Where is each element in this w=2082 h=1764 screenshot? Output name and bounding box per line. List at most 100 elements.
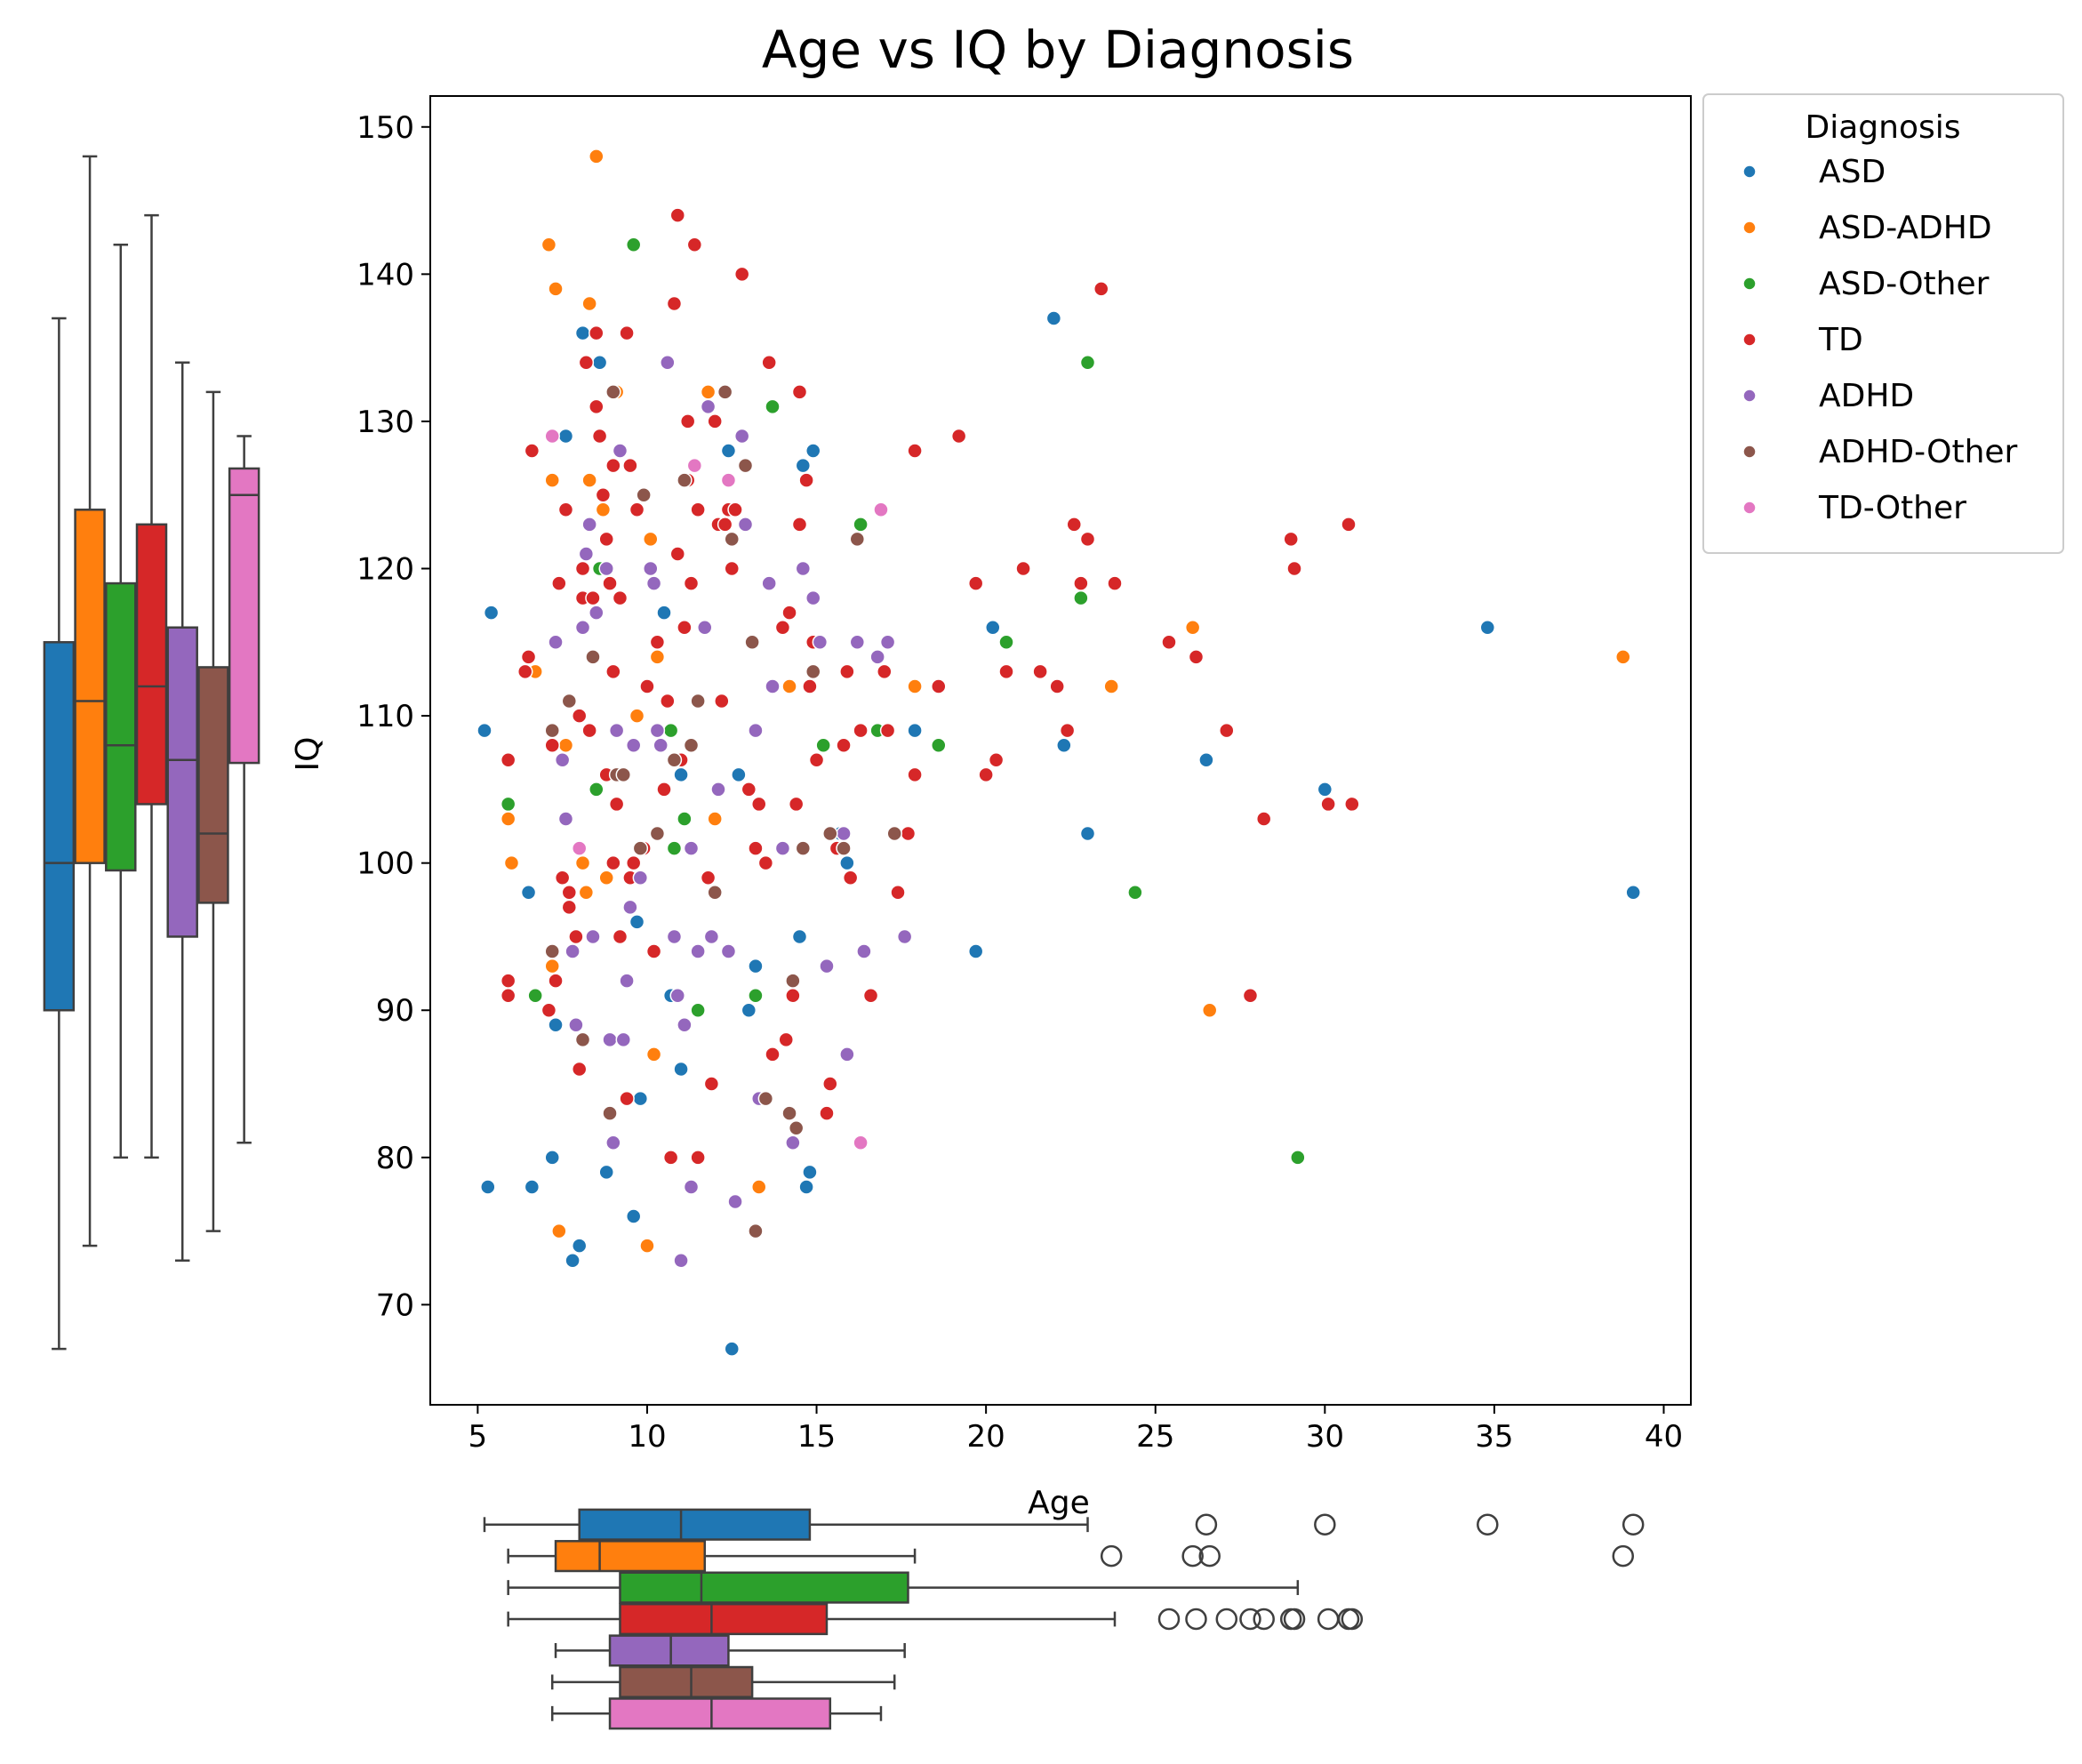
scatter-point — [595, 501, 612, 518]
scatter-point — [483, 605, 500, 621]
scatter-point — [551, 1223, 567, 1239]
scatter-point — [1079, 354, 1096, 371]
scatter-point — [765, 1046, 781, 1062]
scatter-point — [907, 722, 923, 739]
scatter-point — [612, 589, 629, 606]
scatter-point — [748, 987, 764, 1004]
scatter-point — [1615, 649, 1631, 665]
scatter-point — [700, 398, 717, 415]
scatter-point — [765, 398, 781, 415]
scatter-point — [643, 531, 659, 548]
x-tick-label: 30 — [1306, 1419, 1344, 1455]
scatter-point — [1286, 560, 1302, 577]
marginal-y-boxplot — [43, 155, 260, 1351]
scatter-point — [1056, 737, 1072, 753]
scatter-point — [717, 384, 733, 400]
scatter-point — [761, 354, 777, 371]
scatter-point — [815, 737, 831, 753]
x-tick-label: 5 — [468, 1419, 488, 1455]
scatter-point — [480, 1179, 496, 1195]
scatter-point — [666, 295, 683, 312]
scatter-point — [598, 531, 614, 548]
scatter-point — [591, 428, 608, 445]
scatter-point — [581, 517, 597, 533]
scatter-point — [653, 737, 669, 753]
marginal-x-outlier — [1317, 1608, 1340, 1631]
y-axis-ticks: 70 80 90 100 110 120 130 140 150 — [356, 110, 430, 1323]
scatter-point — [788, 1119, 805, 1136]
scatter-point — [690, 1150, 706, 1166]
scatter-point — [625, 854, 642, 871]
scatter-point — [605, 854, 621, 871]
scatter-point — [805, 589, 821, 606]
scatter-point — [778, 1031, 794, 1048]
scatter-point — [998, 663, 1014, 680]
scatter-point — [625, 1208, 642, 1224]
scatter-point — [849, 634, 866, 651]
scatter-point — [690, 943, 706, 959]
scatter-point — [565, 943, 581, 959]
scatter-point — [839, 854, 855, 871]
scatter-point — [765, 678, 781, 694]
scatter-point — [795, 560, 812, 577]
scatter-point — [978, 766, 994, 783]
scatter-point — [714, 693, 730, 710]
legend-title: Diagnosis — [1806, 109, 1961, 146]
marginal-x-outlier — [1215, 1608, 1238, 1631]
y-tick-label: 100 — [356, 846, 414, 882]
scatter-point — [629, 708, 645, 724]
scatter-point — [557, 428, 574, 445]
scatter-point — [632, 840, 649, 856]
y-axis-label: IQ — [290, 737, 326, 772]
scatter-point — [541, 1002, 557, 1018]
scatter-point — [662, 1150, 679, 1166]
scatter-point — [649, 722, 666, 739]
scatter-point — [578, 546, 595, 562]
scatter-point — [1107, 575, 1123, 591]
scatter-point — [1290, 1150, 1306, 1166]
x-tick-label: 15 — [797, 1419, 836, 1455]
scatter-point — [690, 501, 706, 518]
scatter-point — [554, 870, 571, 886]
scatter-point — [669, 987, 686, 1004]
scatter-point — [967, 943, 984, 959]
scatter-point — [581, 472, 597, 488]
x-tick-label: 25 — [1136, 1419, 1174, 1455]
scatter-point — [727, 1193, 743, 1210]
scatter-point — [879, 722, 896, 739]
scatter-point — [677, 1017, 693, 1033]
marginal-x-boxplot — [483, 1508, 1645, 1730]
legend-label: ADHD — [1819, 378, 1914, 414]
scatter-point — [1045, 310, 1062, 326]
scatter-point — [748, 722, 764, 739]
scatter-point — [649, 634, 666, 651]
scatter-point — [544, 1150, 560, 1166]
scatter-point — [679, 413, 696, 429]
scatter-point — [853, 1135, 869, 1151]
scatter-point — [900, 825, 917, 842]
scatter-point — [690, 1002, 706, 1018]
scatter-point — [666, 928, 683, 945]
scatter-point — [578, 354, 595, 371]
scatter-point — [639, 678, 655, 694]
scatter-point — [625, 237, 642, 253]
scatter-point — [822, 1076, 838, 1092]
scatter-point — [879, 634, 896, 651]
scatter-point — [737, 457, 754, 474]
scatter-point — [907, 443, 923, 459]
scatter-point — [615, 1031, 632, 1048]
scatter-point — [574, 325, 591, 341]
marginal-x-outlier — [1157, 1608, 1181, 1631]
scatter-point — [774, 619, 791, 636]
scatter-point — [744, 634, 760, 651]
scatter-point — [985, 619, 1001, 636]
scatter-point — [697, 619, 713, 636]
scatter-point — [571, 1238, 588, 1254]
scatter-point — [761, 575, 777, 591]
scatter-point — [1079, 825, 1096, 842]
scatter-point — [683, 737, 700, 753]
scatter-point — [551, 575, 567, 591]
scatter-point — [686, 237, 703, 253]
scatter-point — [873, 501, 889, 518]
scatter-point — [791, 517, 808, 533]
